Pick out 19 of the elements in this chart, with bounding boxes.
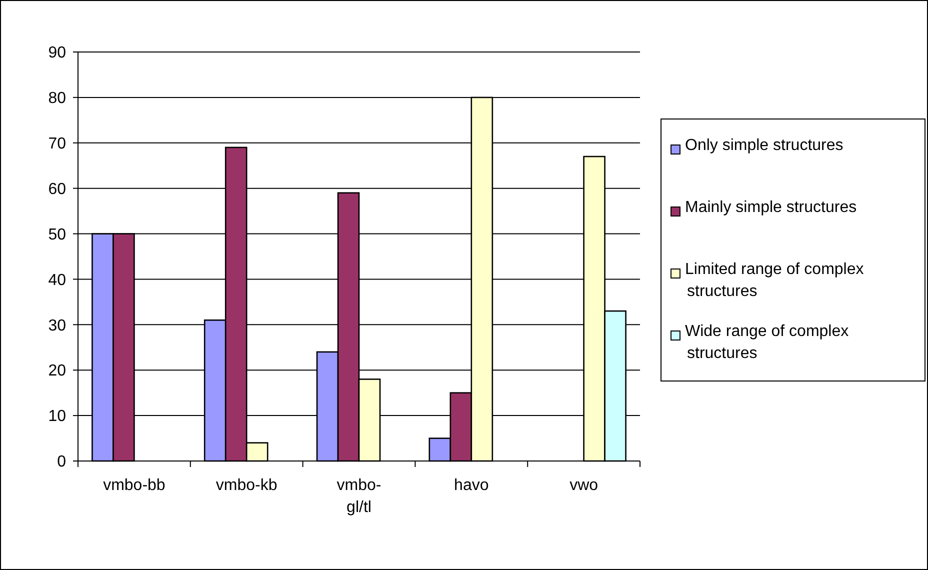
y-tick-label: 50 [48, 226, 66, 244]
y-tick-label: 80 [48, 90, 66, 108]
y-tick-label: 40 [48, 272, 66, 289]
y-tick-label: 70 [48, 135, 66, 152]
x-tick-label: havo [454, 477, 489, 494]
y-tick-label: 10 [48, 408, 66, 426]
y-tick-label: 0 [57, 454, 66, 471]
y-tick-label: 90 [48, 44, 66, 62]
legend-label: Wide range of complex structures [685, 323, 849, 362]
y-tick-label: 30 [48, 317, 66, 334]
x-tick-label: vmbo-gl/tl [336, 477, 382, 516]
legend-label: Only simple structures [685, 137, 844, 154]
y-tick-label: 60 [48, 180, 66, 198]
x-tick-label: vwo [570, 477, 598, 494]
y-tick-label: 20 [48, 362, 66, 380]
x-tick-label: vmbo-kb [216, 477, 278, 494]
legend-label: Mainly simple structures [685, 199, 857, 216]
x-tick-label: vmbo-bb [103, 477, 166, 494]
legend-label: Limited range of complex structures [685, 261, 864, 300]
